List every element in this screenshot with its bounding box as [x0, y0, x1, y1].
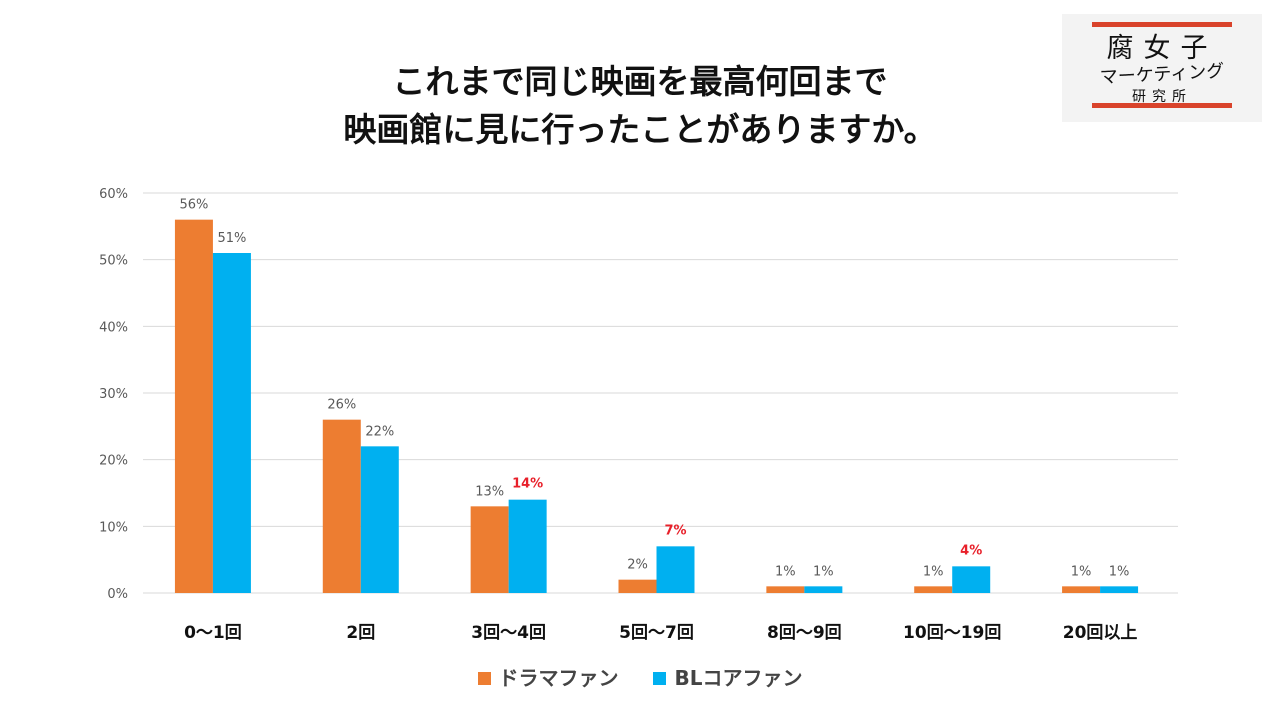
bar: [322, 419, 361, 593]
data-label: 26%: [327, 398, 356, 413]
data-label: 51%: [217, 231, 246, 246]
bar: [766, 586, 805, 593]
bar: [360, 446, 399, 593]
data-label: 1%: [775, 564, 796, 579]
y-tick-label: 20%: [99, 454, 128, 469]
legend-item-drama: ドラマファン: [477, 662, 619, 691]
x-tick-label: 20回以上: [1063, 623, 1138, 643]
x-tick-label: 5回〜7回: [619, 623, 694, 643]
logo-line1: 腐女子: [1106, 33, 1218, 64]
y-tick-label: 50%: [99, 254, 128, 269]
bar: [174, 219, 213, 593]
legend-item-bl: BLコアファン: [653, 662, 802, 691]
chart-title: これまで同じ映画を最高何回まで 映画館に見に行ったことがありますか。: [0, 58, 1280, 154]
logo-top-rule: [1092, 22, 1232, 27]
brand-logo: 腐女子 マーケティング 研究所: [1062, 14, 1262, 122]
bar: [508, 499, 547, 593]
data-label: 4%: [960, 543, 982, 558]
legend-swatch-bl: [653, 672, 667, 685]
x-tick-label: 10回〜19回: [903, 623, 1001, 643]
gridlines: [143, 192, 1178, 594]
y-tick-label: 10%: [99, 520, 128, 535]
x-tick-label: 0〜1回: [184, 623, 242, 643]
y-tick-label: 30%: [99, 387, 128, 402]
logo-line3: 研究所: [1132, 89, 1192, 105]
data-label: 1%: [1109, 564, 1130, 579]
bar: [656, 546, 695, 593]
chart-title-line1: これまで同じ映画を最高何回まで: [392, 62, 888, 101]
bar: [1062, 586, 1101, 593]
bar: [212, 253, 251, 593]
data-label: 56%: [179, 198, 208, 213]
y-tick-label: 60%: [99, 187, 128, 202]
data-label: 14%: [512, 477, 543, 492]
bars: [174, 219, 1139, 593]
data-label: 1%: [923, 564, 944, 579]
x-axis-labels: 0〜1回 2回 3回〜4回 5回〜7回 8回〜9回 10回〜19回 20回以上: [184, 623, 1137, 643]
bar: [1100, 586, 1139, 593]
x-tick-label: 2回: [346, 623, 375, 643]
data-label: 2%: [627, 558, 648, 573]
data-label: 22%: [365, 424, 394, 439]
y-axis-ticks: 0% 10% 20% 30% 40% 50% 60%: [99, 187, 128, 602]
y-tick-label: 0%: [107, 587, 128, 602]
legend-label-drama: ドラマファン: [498, 666, 619, 690]
chart-title-line2: 映画館に見に行ったことがありますか。: [343, 110, 937, 149]
data-label: 13%: [475, 484, 504, 499]
x-tick-label: 3回〜4回: [471, 623, 546, 643]
x-tick-label: 8回〜9回: [767, 623, 842, 643]
data-label: 7%: [664, 523, 686, 538]
legend: ドラマファン BLコアファン: [0, 662, 1280, 691]
bar: [952, 566, 991, 593]
value-labels: 56% 51% 26% 22% 13% 14% 2% 7% 1% 1% 1% 4% 1% 1%: [179, 198, 1129, 580]
legend-label-bl: BLコアファン: [674, 666, 803, 690]
data-label: 1%: [813, 564, 834, 579]
y-tick-label: 40%: [99, 320, 128, 335]
bar: [618, 579, 657, 593]
legend-swatch-drama: [477, 672, 491, 685]
data-label: 1%: [1071, 564, 1092, 579]
bar: [804, 586, 843, 593]
logo-bottom-rule: [1092, 103, 1232, 108]
bar: [914, 586, 953, 593]
bar: [470, 506, 509, 593]
